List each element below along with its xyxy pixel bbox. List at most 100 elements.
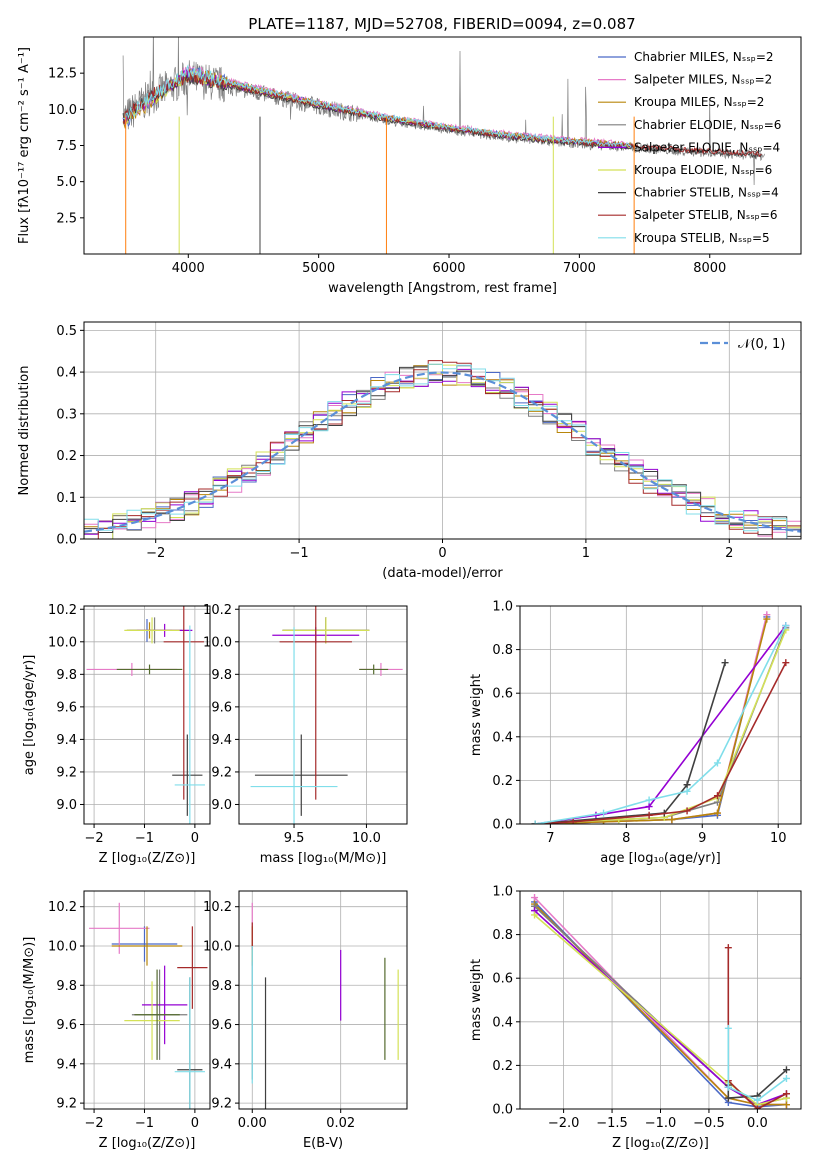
histogram-step: [84, 368, 788, 539]
x-tick-label: −1.5: [596, 1116, 628, 1131]
weight-marker: [782, 1074, 790, 1082]
weight-marker: [782, 1101, 790, 1109]
errorbar-point: [124, 617, 180, 644]
errorbar-point: [254, 734, 348, 816]
y-tick-label: 0.2: [492, 1059, 513, 1074]
legend-spectrum: Chabrier MILES, Nₛₛₚ=2 Salpeter MILES, Nₛ…: [598, 50, 781, 245]
x-tick-label: 0.0: [747, 1116, 768, 1131]
y-tick-label: 2.5: [56, 211, 77, 226]
y-tick-label: 9.4: [56, 1057, 77, 1072]
y-tick-label: 9.8: [211, 668, 232, 683]
x-tick-label: 1: [582, 546, 590, 561]
weight-marker: [763, 615, 771, 623]
legend-label: Kroupa STELIB, Nₛₛₚ=5: [634, 231, 770, 245]
y-tick-label: 10.0: [48, 103, 77, 118]
weight-series: [531, 659, 729, 824]
weight-marker: [569, 818, 577, 824]
weight-marker: [753, 1105, 761, 1109]
weight-series: [531, 615, 771, 824]
y-axis-label: mass [log₁₀(M/M⊙)]: [22, 937, 37, 1064]
subplot-residuals: 𝒩(0, 1) −2 −1 0 1 2 0.0 0.1 0.2 0.3 0.4 0.5 (data-mo…: [17, 321, 802, 581]
x-axis-label: E(B-V): [303, 1136, 343, 1151]
y-tick-label: 9.4: [211, 733, 232, 748]
x-tick-label: 0: [191, 1116, 199, 1131]
weight-marker: [724, 1024, 732, 1032]
weight-marker: [724, 944, 732, 952]
y-tick-label: 9.8: [211, 979, 232, 994]
weight-marker: [724, 1094, 732, 1102]
x-tick-label: 7000: [563, 261, 596, 276]
weight-marker: [721, 659, 729, 667]
x-axis-label: age [log₁₀(age/yr)]: [600, 851, 721, 866]
x-axis-label: Z [log₁₀(Z/Z⊙)]: [612, 1136, 709, 1151]
legend-label: Chabrier STELIB, Nₛₛₚ=4: [634, 186, 779, 200]
y-axis-label: age [log₁₀(age/yr)]: [22, 655, 37, 776]
axes-frame: [83, 890, 211, 1110]
y-tick-label: 12.5: [48, 67, 77, 82]
x-tick-label: 9: [698, 831, 706, 846]
weight-marker: [683, 807, 691, 815]
subplot-massweight-vs-age: 7 8 9 10 0.0 0.2 0.4 0.6 0.8 1.0 age [log₁₀(age/yr…: [469, 600, 802, 866]
weight-series: [724, 1024, 790, 1104]
weight-marker: [645, 796, 653, 804]
errorbar-point: [116, 664, 183, 675]
axes-frame: [238, 890, 408, 1110]
legend-label: 𝒩(0, 1): [738, 337, 785, 352]
errorbar-point: [172, 734, 203, 816]
legend-label: Salpeter ELODIE, Nₛₛₚ=4: [634, 140, 780, 154]
weight-line: [727, 1069, 788, 1099]
legend-label: Kroupa MILES, Nₛₛₚ=2: [634, 95, 764, 109]
legend-label: Kroupa ELODIE, Nₛₛₚ=6: [634, 163, 772, 177]
legend-label: Salpeter MILES, Nₛₛₚ=2: [634, 73, 772, 87]
errorbar-point: [89, 902, 150, 954]
errorbar-point: [111, 926, 178, 962]
plot-area: [84, 322, 801, 539]
y-tick-label: 1.0: [492, 885, 513, 900]
histogram-step: [84, 363, 788, 539]
x-tick-label: 10: [770, 831, 787, 846]
x-tick-label: 8000: [693, 261, 726, 276]
y-tick-label: 9.6: [56, 700, 77, 715]
x-tick-label: −2: [146, 546, 165, 561]
y-tick-label: 0.8: [492, 928, 513, 943]
weight-line: [535, 616, 768, 824]
x-axis-label: wavelength [Angstrom, rest frame]: [328, 281, 557, 296]
y-axis-label: mass weight: [469, 674, 484, 756]
model-spectrum-line: [122, 64, 632, 148]
weight-series: [531, 622, 790, 824]
weight-marker: [645, 811, 653, 819]
y-tick-label: 0.6: [492, 972, 513, 987]
y-tick-label: 0.3: [56, 407, 77, 422]
y-tick-label: 10.2: [48, 900, 77, 915]
weight-marker: [531, 894, 539, 902]
axes-frame: [238, 605, 408, 825]
errorbar-point: [177, 926, 208, 1009]
y-tick-label: 9.4: [56, 733, 77, 748]
weight-line: [535, 662, 726, 824]
plot-area: [239, 891, 407, 1109]
y-tick-label: 10.2: [203, 603, 232, 618]
subplot-group: Chabrier MILES, Nₛₛₚ=2 Salpeter MILES, Nₛ…: [17, 36, 802, 1151]
x-tick-label: 6000: [432, 261, 465, 276]
legend-label: Salpeter STELIB, Nₛₛₚ=6: [634, 208, 778, 222]
x-tick-label: 5000: [302, 261, 335, 276]
weight-series: [531, 659, 790, 824]
x-tick-label: 4000: [172, 261, 205, 276]
plot-area: [122, 37, 765, 254]
y-tick-label: 0.4: [492, 730, 513, 745]
y-tick-label: 0.1: [56, 491, 77, 506]
plot-area: [84, 891, 210, 1109]
x-tick-label: −2.0: [548, 1116, 580, 1131]
subplot-massweight-vs-Z: −2.0 −1.5 −1.0 −0.5 0.0 0.0 0.2 0.4 0.6 0.8 1.0 Z […: [469, 885, 802, 1151]
x-tick-label: −1: [290, 546, 309, 561]
x-tick-label: −2: [84, 831, 103, 846]
x-tick-label: 0: [438, 546, 446, 561]
y-axis-label: Flux [fλ10⁻¹⁷ erg cm⁻² s⁻¹ A⁻¹]: [17, 47, 32, 244]
x-axis-label: Z [log₁₀(Z/Z⊙)]: [99, 1136, 196, 1151]
y-tick-label: 0.0: [492, 1103, 513, 1118]
errorbar-point: [163, 606, 204, 800]
figure-title: PLATE=1187, MJD=52708, FIBERID=0094, z=0…: [248, 15, 635, 33]
errorbar-point: [359, 664, 389, 675]
weight-marker: [713, 792, 721, 800]
x-axis-label: Z [log₁₀(Z/Z⊙)]: [99, 851, 196, 866]
